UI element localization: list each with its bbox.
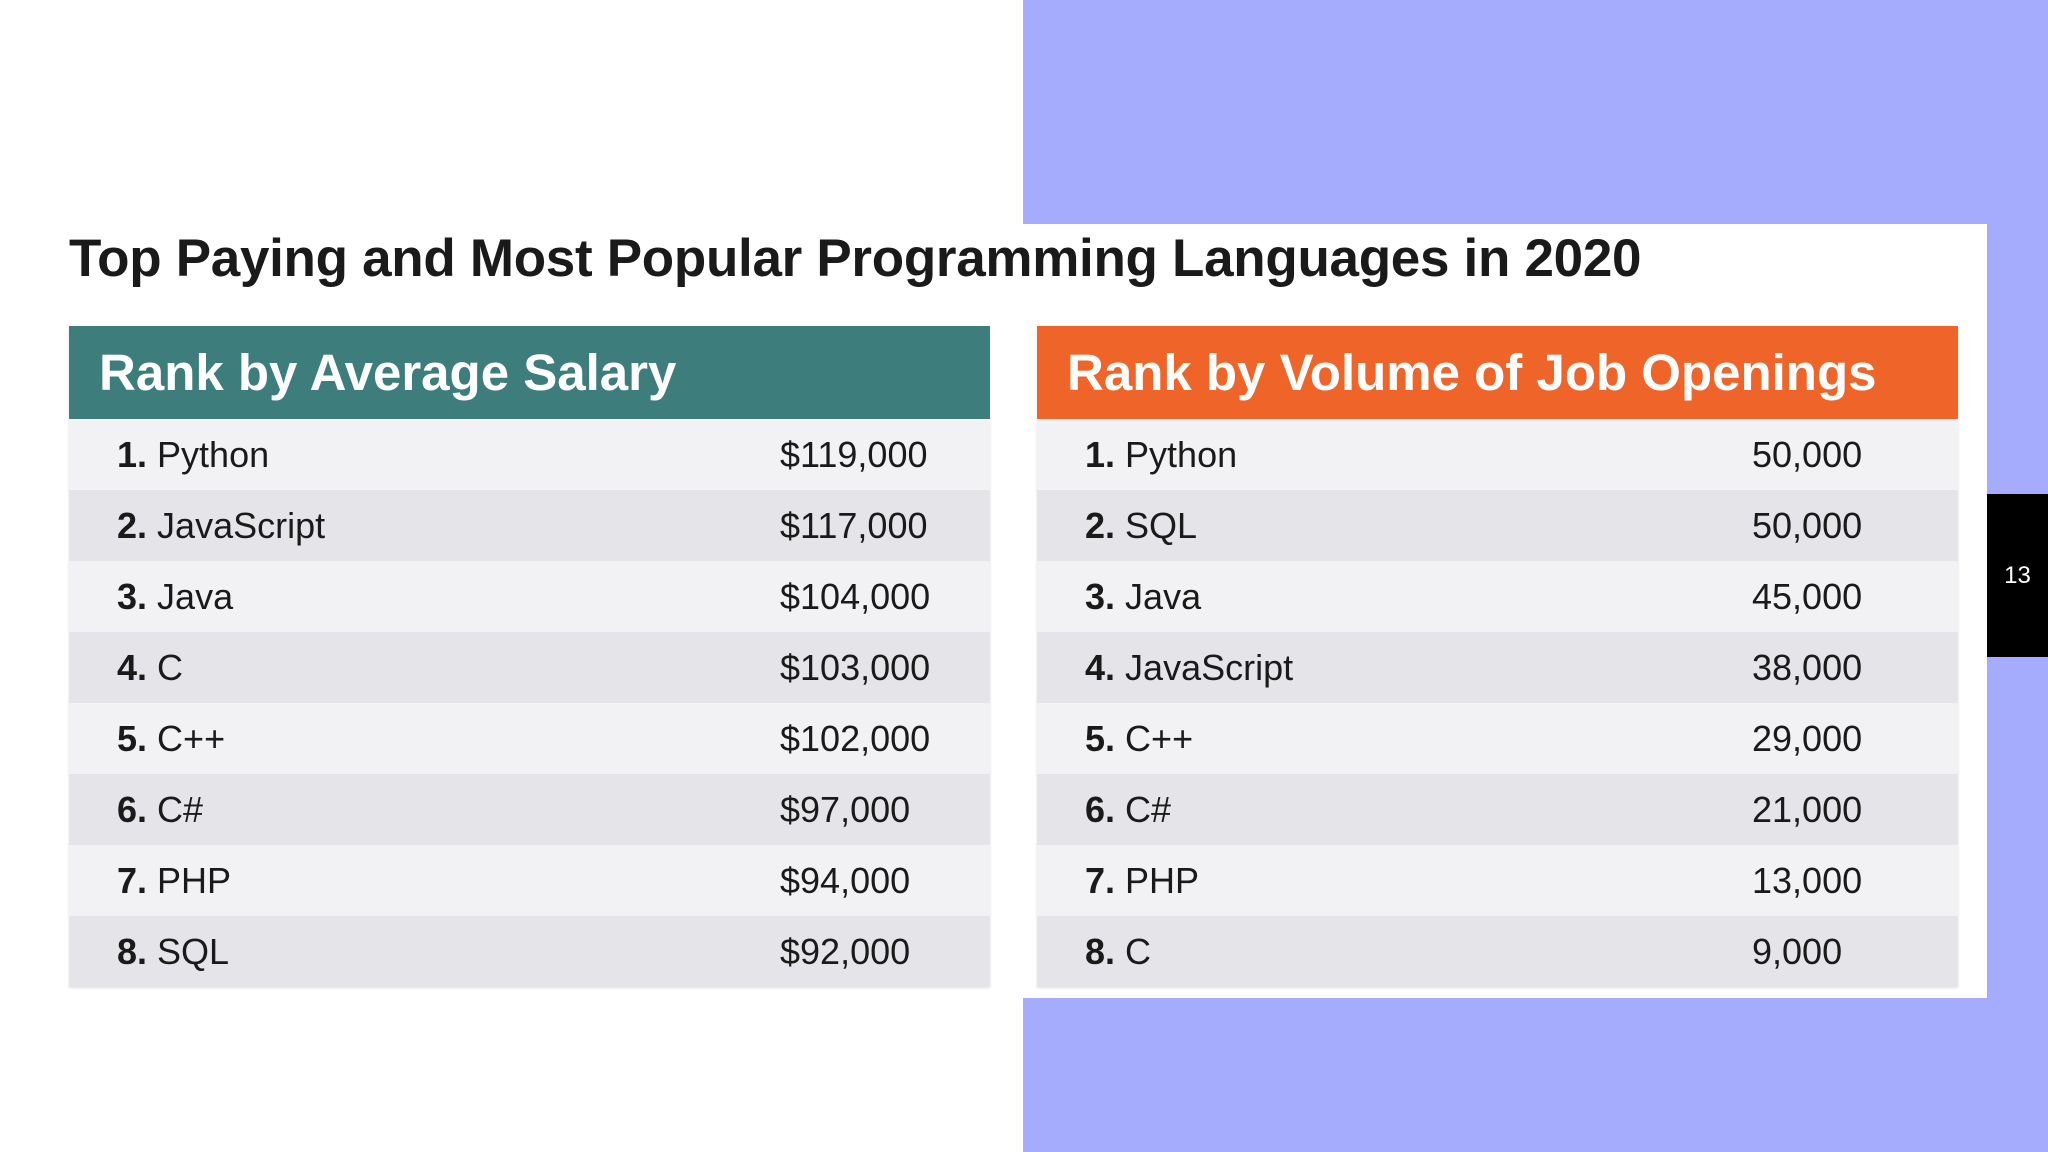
table-row: 6. C# $97,000 (69, 774, 990, 845)
row-label: 2. JavaScript (117, 505, 325, 547)
language-name: C# (157, 788, 204, 830)
row-label: 1. Python (117, 434, 269, 476)
rank-number: 3. (1085, 575, 1116, 617)
table-row: 2. SQL 50,000 (1037, 490, 1958, 561)
language-name: Java (157, 575, 234, 617)
job-openings-value: 29,000 (1752, 717, 1863, 759)
language-name: SQL (157, 930, 230, 972)
rank-number: 6. (117, 788, 148, 830)
salary-value: $117,000 (780, 504, 928, 546)
job-openings-value: 50,000 (1752, 504, 1863, 546)
salary-value: $97,000 (780, 788, 911, 830)
language-name: Java (1125, 575, 1202, 617)
job-openings-value: 21,000 (1752, 788, 1863, 830)
table-row: 8. C 9,000 (1037, 916, 1958, 987)
language-name: C (157, 646, 184, 688)
salary-value: $103,000 (780, 646, 931, 688)
rank-number: 6. (1085, 788, 1116, 830)
language-name: C++ (1125, 717, 1194, 759)
table-row: 1. Python $119,000 (69, 419, 990, 490)
table-row: 5. C++ 29,000 (1037, 703, 1958, 774)
table-row: 7. PHP $94,000 (69, 845, 990, 916)
row-label: 4. C (117, 647, 183, 689)
table-row: 7. PHP 13,000 (1037, 845, 1958, 916)
language-name: C# (1125, 788, 1172, 830)
row-label: 5. C++ (1085, 718, 1193, 760)
rank-number: 3. (117, 575, 148, 617)
language-name: PHP (1125, 859, 1200, 901)
page-title: Top Paying and Most Popular Programming … (69, 229, 1642, 288)
language-name: Python (1125, 433, 1238, 475)
row-label: 8. C (1085, 931, 1151, 973)
jobs-table-header: Rank by Volume of Job Openings (1037, 326, 1958, 419)
job-openings-value: 45,000 (1752, 575, 1863, 617)
salary-value: $102,000 (780, 717, 931, 759)
language-name: SQL (1125, 504, 1198, 546)
row-label: 1. Python (1085, 434, 1237, 476)
table-row: 1. Python 50,000 (1037, 419, 1958, 490)
rank-number: 2. (117, 504, 148, 546)
table-row: 8. SQL $92,000 (69, 916, 990, 987)
table-row: 4. C $103,000 (69, 632, 990, 703)
job-openings-value: 13,000 (1752, 859, 1863, 901)
rank-number: 8. (117, 930, 148, 972)
salary-table-header: Rank by Average Salary (69, 326, 990, 419)
salary-value: $119,000 (780, 433, 928, 475)
language-name: JavaScript (157, 504, 326, 546)
row-label: 2. SQL (1085, 505, 1197, 547)
salary-value: $104,000 (780, 575, 931, 617)
salary-value: $94,000 (780, 859, 911, 901)
rank-number: 2. (1085, 504, 1116, 546)
table-row: 4. JavaScript 38,000 (1037, 632, 1958, 703)
row-label: 7. PHP (117, 860, 231, 902)
row-label: 3. Java (1085, 576, 1201, 618)
rank-number: 4. (117, 646, 148, 688)
table-row: 5. C++ $102,000 (69, 703, 990, 774)
rank-number: 8. (1085, 930, 1116, 972)
job-openings-rank-table: Rank by Volume of Job Openings 1. Python… (1037, 326, 1958, 987)
salary-table-body: 1. Python $119,000 2. JavaScript $117,00… (69, 419, 990, 987)
rank-number: 7. (1085, 859, 1116, 901)
table-row: 6. C# 21,000 (1037, 774, 1958, 845)
rank-number: 5. (117, 717, 148, 759)
rank-number: 4. (1085, 646, 1116, 688)
row-label: 8. SQL (117, 931, 229, 973)
table-row: 3. Java 45,000 (1037, 561, 1958, 632)
jobs-table-body: 1. Python 50,000 2. SQL 50,000 3. Java 4… (1037, 419, 1958, 987)
language-name: C (1125, 930, 1152, 972)
job-openings-value: 38,000 (1752, 646, 1863, 688)
language-name: C++ (157, 717, 226, 759)
row-label: 6. C# (117, 789, 203, 831)
salary-rank-table: Rank by Average Salary 1. Python $119,00… (69, 326, 990, 987)
rank-number: 1. (1085, 433, 1116, 475)
language-name: Python (157, 433, 270, 475)
rank-number: 1. (117, 433, 148, 475)
rank-number: 7. (117, 859, 148, 901)
table-row: 3. Java $104,000 (69, 561, 990, 632)
job-openings-value: 9,000 (1752, 930, 1843, 972)
table-row: 2. JavaScript $117,000 (69, 490, 990, 561)
row-label: 7. PHP (1085, 860, 1199, 902)
salary-value: $92,000 (780, 930, 911, 972)
language-name: JavaScript (1125, 646, 1294, 688)
job-openings-value: 50,000 (1752, 433, 1863, 475)
row-label: 3. Java (117, 576, 233, 618)
language-name: PHP (157, 859, 232, 901)
rank-number: 5. (1085, 717, 1116, 759)
page-number-badge: 13 (1987, 494, 2048, 657)
row-label: 6. C# (1085, 789, 1171, 831)
row-label: 5. C++ (117, 718, 225, 760)
row-label: 4. JavaScript (1085, 647, 1293, 689)
